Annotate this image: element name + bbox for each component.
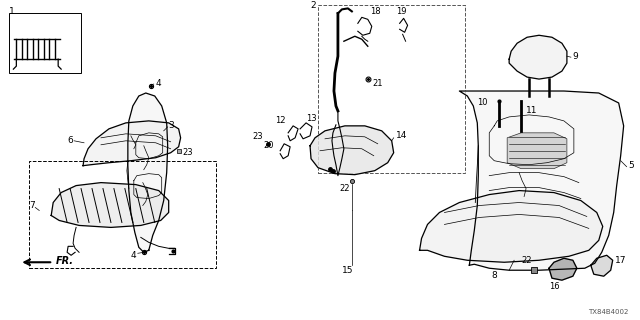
Polygon shape	[507, 133, 567, 169]
Bar	[318, 5, 465, 173]
Text: 7: 7	[29, 201, 35, 210]
Polygon shape	[310, 126, 394, 175]
Polygon shape	[420, 191, 603, 262]
Text: 11: 11	[526, 107, 538, 116]
Text: TX84B4002: TX84B4002	[588, 309, 628, 315]
Text: 10: 10	[477, 99, 487, 108]
Text: 6: 6	[67, 136, 73, 145]
Text: 23: 23	[253, 132, 263, 141]
Text: 17: 17	[614, 256, 626, 265]
Polygon shape	[83, 121, 180, 166]
Text: 12: 12	[275, 116, 285, 125]
Polygon shape	[591, 255, 612, 276]
Polygon shape	[51, 183, 169, 228]
Text: 16: 16	[548, 282, 559, 291]
Text: 9: 9	[573, 52, 579, 61]
Text: 14: 14	[396, 131, 407, 140]
Text: 5: 5	[628, 161, 634, 170]
Text: 13: 13	[306, 114, 317, 124]
Text: 20: 20	[264, 141, 274, 150]
Text: 3: 3	[169, 121, 175, 130]
Polygon shape	[460, 91, 623, 270]
Text: 8: 8	[492, 271, 497, 280]
Text: 18: 18	[370, 7, 380, 16]
Text: 15: 15	[342, 266, 354, 275]
Text: 2: 2	[310, 1, 316, 10]
Polygon shape	[549, 258, 577, 280]
Text: FR.: FR.	[56, 256, 74, 266]
Text: 19: 19	[396, 7, 406, 16]
Text: 22: 22	[522, 256, 532, 265]
Text: 1: 1	[10, 7, 15, 16]
Text: 21: 21	[372, 78, 383, 88]
Text: 4: 4	[131, 251, 136, 260]
Polygon shape	[128, 93, 168, 252]
Text: 23: 23	[182, 148, 193, 157]
Polygon shape	[509, 35, 567, 79]
Bar	[10, 13, 81, 73]
Bar	[29, 161, 216, 268]
Text: 4: 4	[156, 78, 161, 88]
Text: 22: 22	[340, 184, 350, 193]
